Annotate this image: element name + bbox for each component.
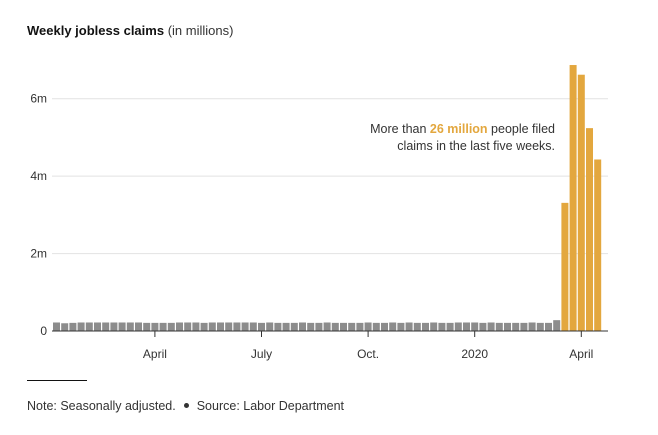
y-tick-label: 4m: [30, 169, 47, 183]
bar: [381, 322, 388, 331]
bar: [561, 202, 569, 331]
bar: [577, 74, 585, 332]
bar: [413, 322, 421, 331]
bar: [504, 322, 511, 331]
bar: [471, 322, 479, 331]
bar: [94, 322, 101, 331]
bar: [463, 322, 470, 331]
bar: [241, 322, 249, 331]
bar: [495, 322, 503, 331]
bar: [290, 322, 298, 331]
bar: [299, 322, 306, 331]
bar: [225, 322, 233, 331]
bar: [266, 322, 274, 331]
bar: [446, 322, 454, 331]
bar: [487, 322, 495, 331]
bar: [356, 322, 364, 331]
bar: [85, 322, 93, 331]
y-tick-label: 6m: [30, 92, 47, 106]
bar: [249, 322, 257, 331]
source-text: Source: Labor Department: [196, 399, 345, 413]
annotation: More than 26 million people filed claims…: [370, 122, 555, 153]
bar: [315, 322, 323, 331]
bar: [192, 322, 200, 331]
bar: [389, 322, 397, 331]
bar: [184, 322, 192, 331]
bar: [217, 322, 224, 331]
bar: [323, 322, 331, 331]
bar: [167, 322, 175, 331]
footer-rule: [27, 380, 87, 381]
bar: [135, 322, 142, 331]
bar: [372, 322, 380, 331]
x-axis-ticks: April July Oct. 2020 April: [143, 331, 593, 361]
bar: [405, 322, 413, 331]
bar: [438, 322, 446, 331]
y-axis-labels: 0 2m 4m 6m: [30, 92, 47, 338]
bar: [364, 322, 372, 331]
bar: [258, 322, 265, 331]
footer-note: Note: Seasonally adjusted. Source: Labor …: [27, 399, 344, 413]
bar: [348, 322, 356, 331]
chart-title: Weekly jobless claims (in millions): [27, 23, 234, 38]
bar: [159, 322, 167, 331]
bar: [553, 320, 561, 331]
bar: [422, 322, 429, 331]
bar: [126, 322, 134, 331]
note-text: Note: Seasonally adjusted.: [27, 399, 176, 413]
bar: [331, 322, 339, 331]
bar: [208, 322, 216, 331]
gridlines: [52, 98, 608, 255]
bar: [176, 322, 183, 331]
bar: [569, 65, 577, 331]
bar: [479, 322, 487, 331]
bar: [307, 322, 315, 331]
x-tick-label: April: [143, 347, 167, 361]
bar: [512, 322, 520, 331]
bar: [594, 159, 602, 331]
x-tick-label: April: [569, 347, 593, 361]
bar: [53, 322, 60, 331]
bar: [274, 322, 282, 331]
bar: [200, 322, 208, 331]
x-tick-label: Oct.: [357, 347, 379, 361]
bar: [143, 322, 151, 331]
bar: [118, 322, 126, 331]
bar: [528, 322, 536, 331]
bar: [110, 322, 118, 331]
bar: [282, 322, 290, 331]
bars: [53, 65, 602, 332]
bar: [586, 128, 593, 331]
bar: [69, 322, 77, 331]
annotation-highlight: 26 million: [429, 122, 488, 136]
bar: [454, 322, 462, 331]
bar: [520, 322, 528, 331]
bar: [77, 322, 85, 331]
bar: [340, 322, 347, 331]
bar: [151, 322, 159, 331]
separator-dot: [183, 403, 189, 409]
y-tick-label: 2m: [30, 247, 47, 261]
bar: [536, 322, 544, 331]
bar: [430, 322, 438, 331]
bar: [397, 322, 405, 331]
bar: [233, 322, 241, 331]
bar: [102, 322, 110, 331]
x-tick-label: 2020: [461, 347, 488, 361]
bar: [545, 322, 552, 331]
bar: [61, 323, 69, 331]
x-tick-label: July: [251, 347, 272, 361]
y-tick-label: 0: [40, 324, 47, 338]
